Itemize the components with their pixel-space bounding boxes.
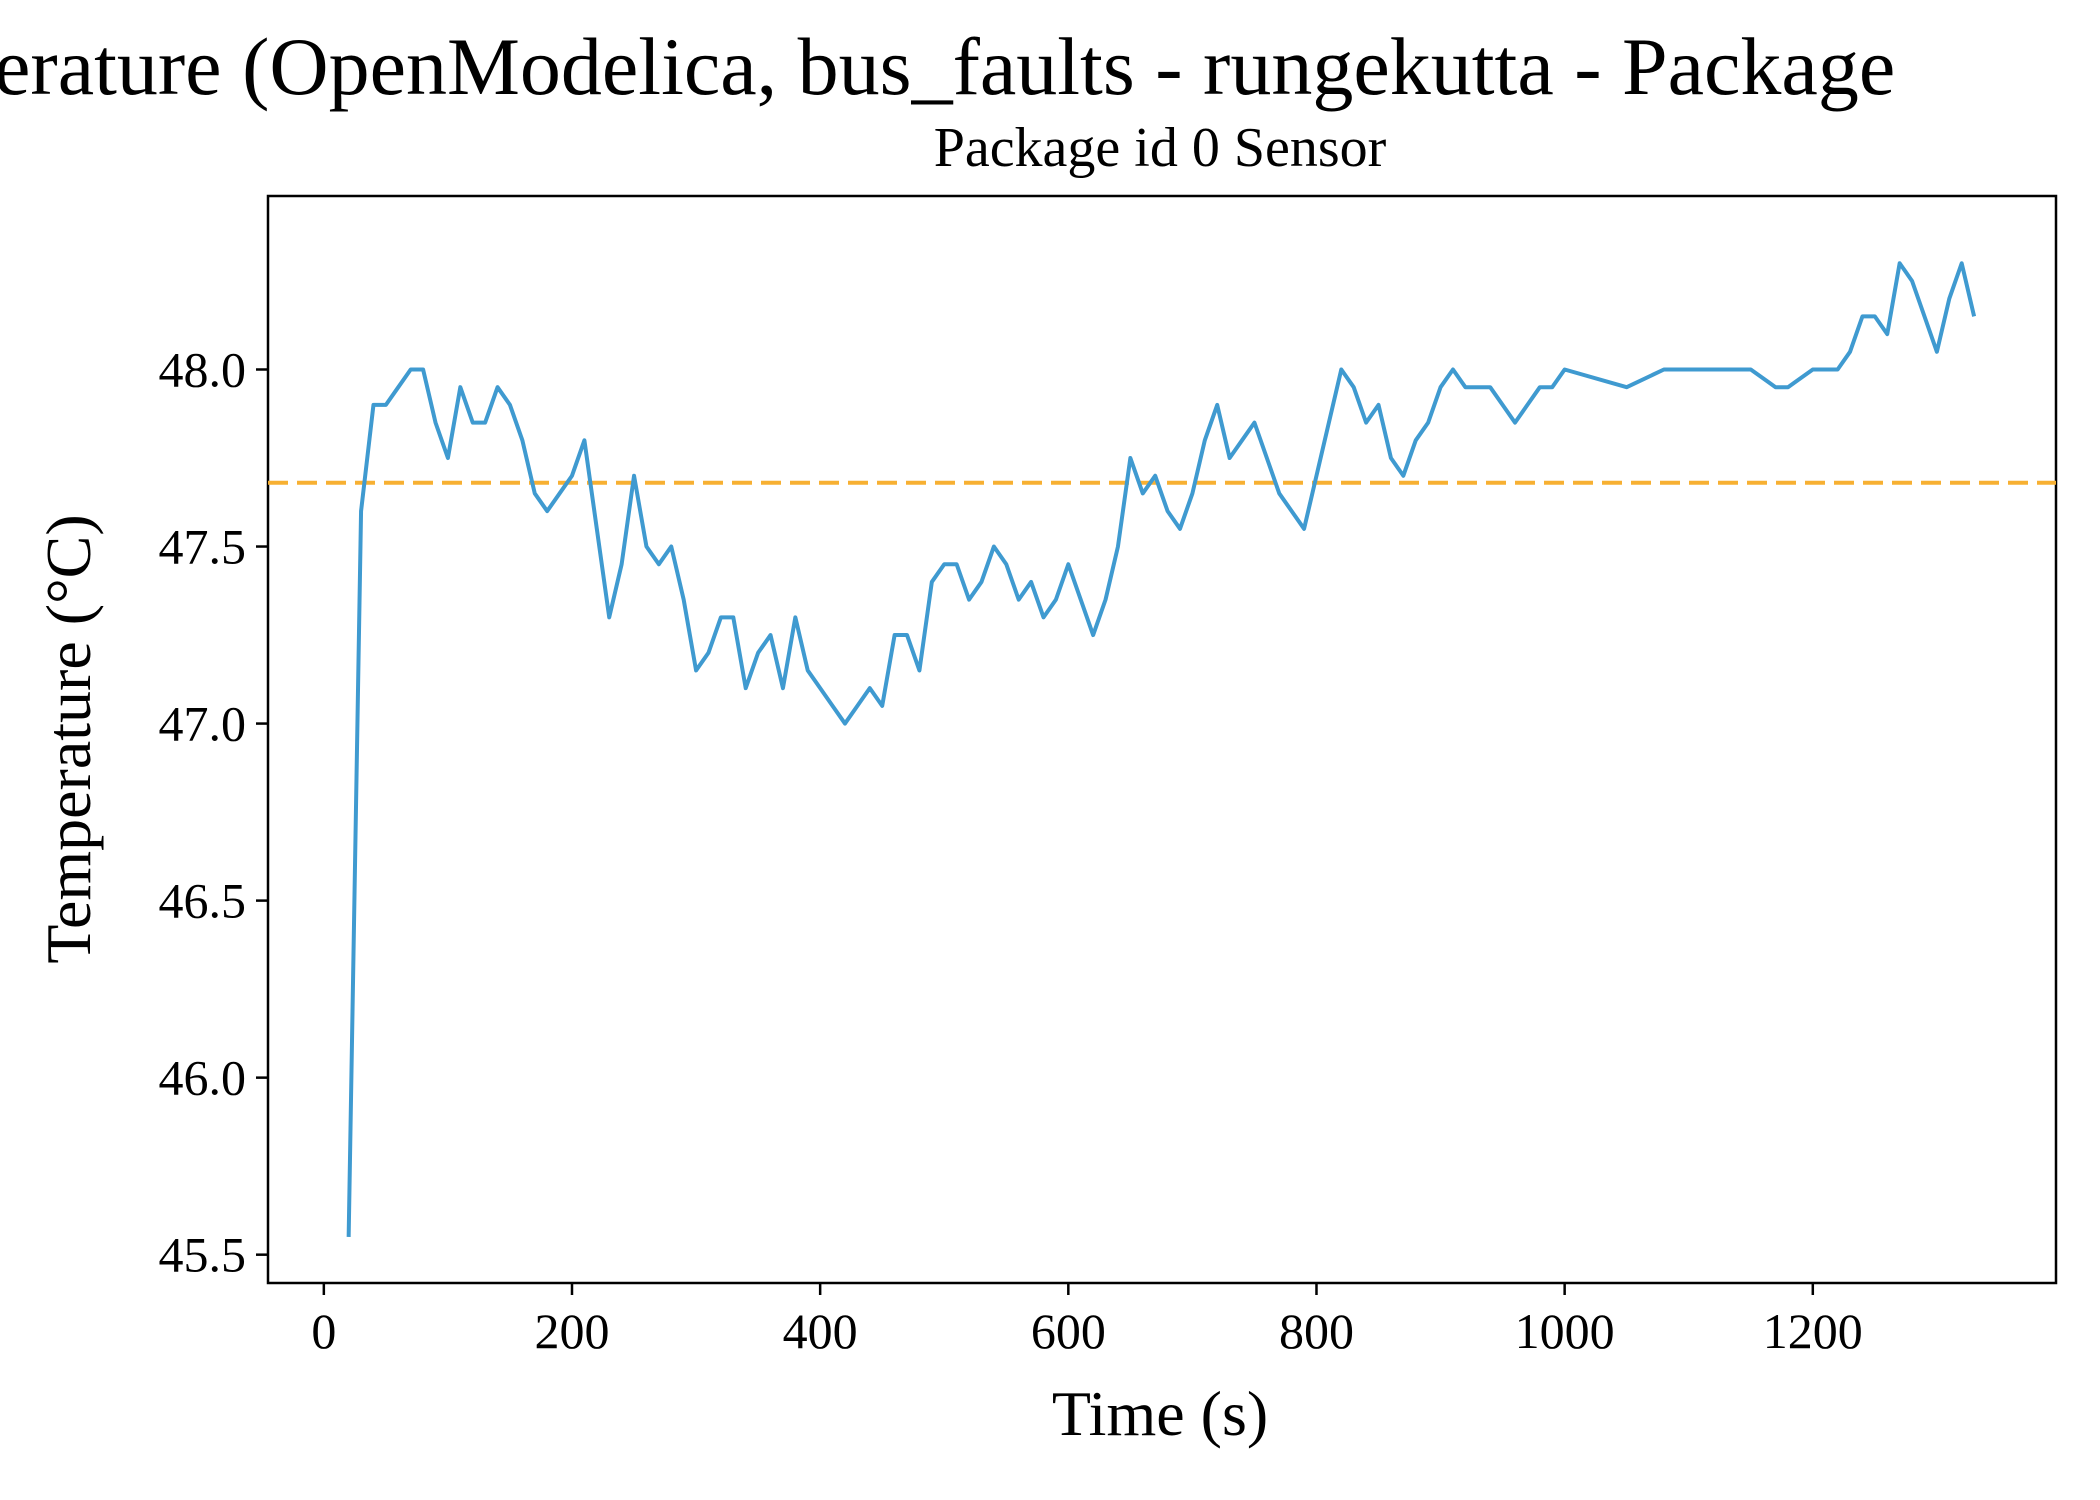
x-tick-label: 600 [1031,1303,1106,1359]
chart-subtitle: Package id 0 Sensor [934,117,1387,179]
x-tick-label: 1200 [1763,1303,1863,1359]
y-tick-label: 47.5 [159,519,247,575]
x-tick-label: 200 [534,1303,609,1359]
y-tick-label: 48.0 [159,341,247,397]
x-tick-label: 800 [1279,1303,1354,1359]
temperature-line [346,261,1977,1238]
chart-title: erature (OpenModelica, bus_faults - rung… [0,21,1895,112]
y-tick-label: 47.0 [159,696,247,752]
x-axis-label: Time (s) [1052,1378,1268,1449]
plot-frame [266,194,2058,1285]
y-tick-label: 45.5 [159,1227,247,1283]
y-tick-label: 46.0 [159,1050,247,1106]
x-tick-label: 0 [311,1303,336,1359]
y-tick-label: 46.5 [159,873,247,929]
y-axis-label: Temperature (°C) [33,514,104,963]
x-tick-label: 1000 [1515,1303,1615,1359]
x-tick-label: 400 [783,1303,858,1359]
